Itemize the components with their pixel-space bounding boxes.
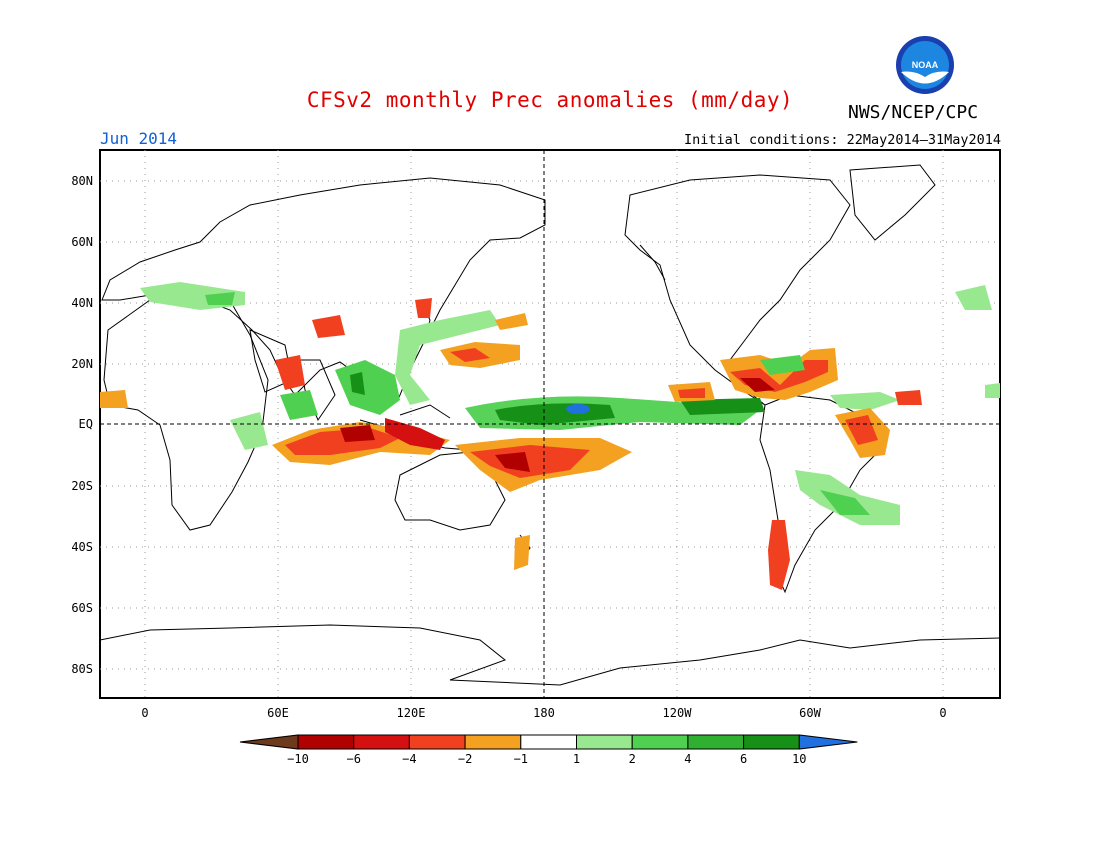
lat-label: 60N [71,235,93,249]
lat-label: 40S [71,540,93,554]
lat-label: 80S [71,662,93,676]
noaa-logo-icon: NOAA [896,36,954,94]
colorbar-label: 4 [684,752,691,766]
colorbar-label: 10 [792,752,806,766]
lat-label: 20S [71,479,93,493]
initial-conditions: Initial conditions: 22May2014–31May2014 [684,132,1001,148]
anomaly-shading [100,282,1000,590]
lon-label: 60E [267,706,289,720]
longitude-labels: 0 60E 120E 180 120W 60W 0 [141,706,946,720]
colorbar-arrow-right [798,734,858,750]
colorbar-swatch [408,734,466,750]
colorbar-label: −6 [346,752,360,766]
colorbar-label: −4 [402,752,416,766]
colorbar-swatch [687,734,745,750]
colorbar-arrow-left [239,734,299,750]
agency-label: NWS/NCEP/CPC [848,102,979,123]
colorbar-label: 2 [629,752,636,766]
colorbar-label: −2 [458,752,472,766]
colorbar-legend: −10 −6 −4 −2 −1 1 2 4 6 10 [239,734,858,766]
colorbar-label: −1 [514,752,528,766]
colorbar-label: 1 [573,752,580,766]
colorbar-label: 6 [740,752,747,766]
colorbar-swatch [464,734,522,750]
colorbar-label: −10 [287,752,309,766]
svg-text:NOAA: NOAA [912,60,939,70]
lat-label: 40N [71,296,93,310]
forecast-period: Jun 2014 [100,129,178,148]
map-title: CFSv2 monthly Prec anomalies (mm/day) [306,88,794,112]
colorbar-swatch [520,734,577,750]
graticule [100,150,1000,698]
lon-label: 180 [533,706,555,720]
colorbar-swatch [743,734,800,750]
lon-label: 120E [397,706,426,720]
lat-label: 80N [71,174,93,188]
lon-label: 0 [939,706,946,720]
lon-label: 120W [663,706,693,720]
lon-label: 0 [141,706,148,720]
colorbar-swatch [297,734,355,750]
latitude-labels: 80N 60N 40N 20N EQ 20S 40S 60S 80S [71,174,93,676]
colorbar-swatch [576,734,633,750]
colorbar-swatch [353,734,410,750]
lat-label: 20N [71,357,93,371]
colorbar-swatch [631,734,689,750]
lon-label: 60W [799,706,821,720]
lat-label: 60S [71,601,93,615]
lat-label: EQ [79,417,93,431]
